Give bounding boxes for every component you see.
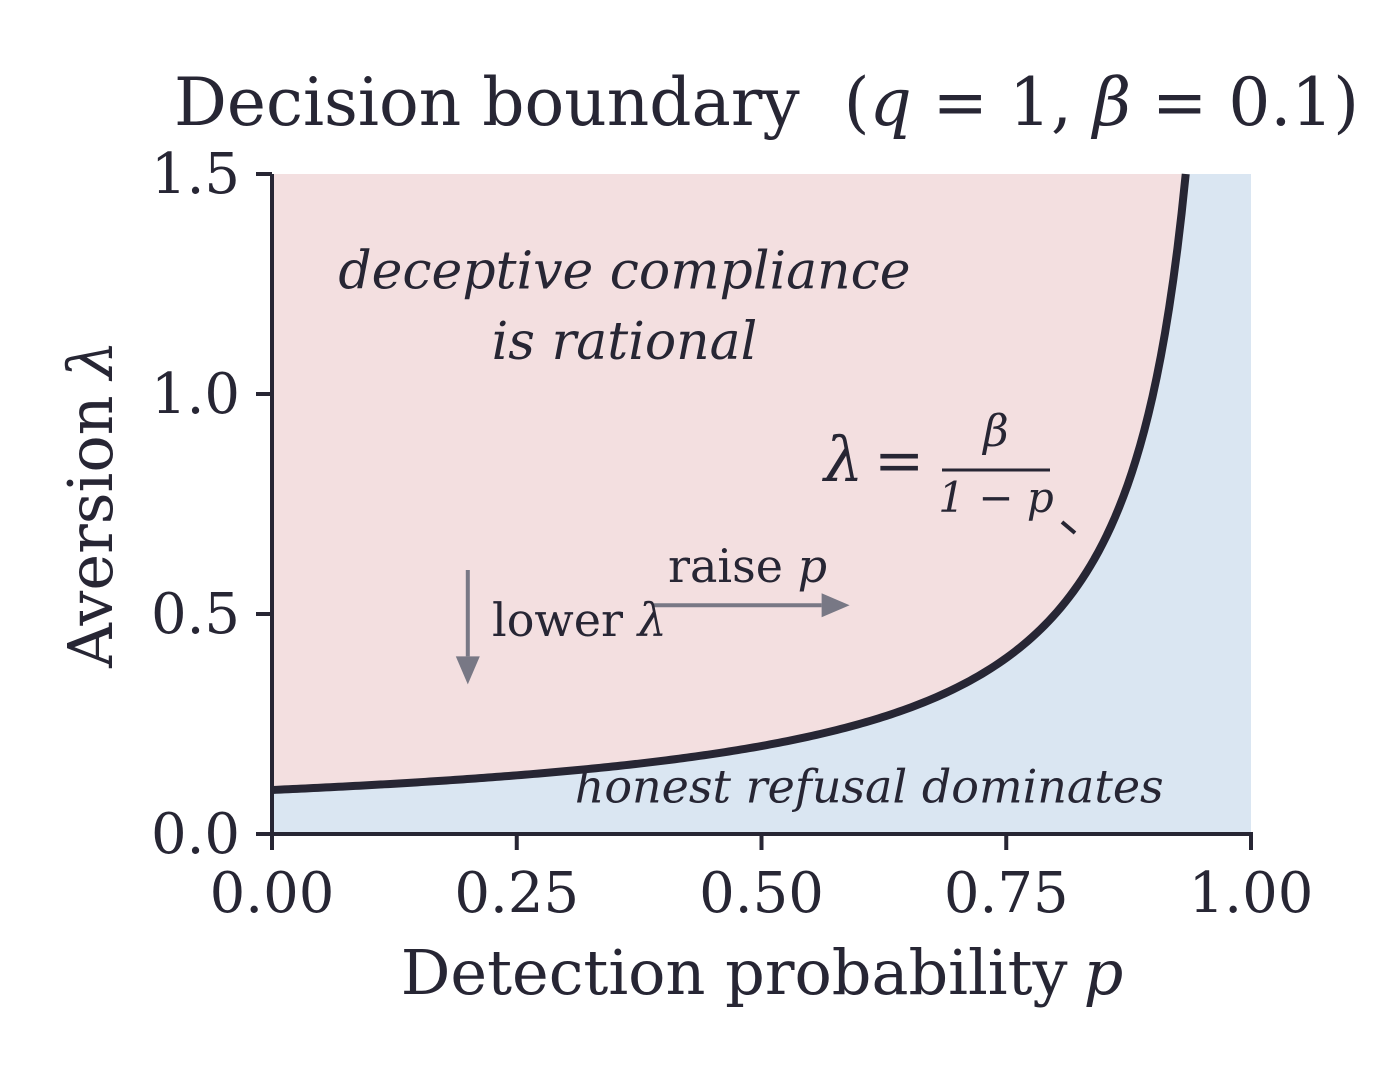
lower-lambda-arrow: lower λ: [455, 570, 667, 685]
y-axis-label: Aversion λ: [54, 340, 127, 669]
y-tick-label: 0.0: [151, 802, 240, 867]
title-param-q-value: = 1,: [912, 64, 1093, 141]
deceptive-region-label-line1: deceptive compliance: [338, 241, 910, 301]
title-param-close: ): [1333, 64, 1359, 141]
formula-annotation: λ = β 1 − p: [821, 406, 1077, 535]
honest-region-label: honest refusal dominates: [575, 759, 1164, 813]
y-tick-label: 1.5: [151, 142, 240, 207]
formula-denominator: 1 − p: [938, 473, 1054, 522]
axis-ticks: 0.00 0.25 0.50 0.75 1.00 0.0 0.5 1.0 1.5: [151, 142, 1313, 926]
raise-p-label-word: raise: [668, 539, 798, 593]
deceptive-region-fill: [272, 174, 1186, 790]
formula-lhs: λ: [821, 423, 863, 496]
y-axis-label-symbol: λ: [54, 340, 127, 382]
deceptive-region-label-line2: is rational: [492, 312, 758, 372]
x-axis-label-text: Detection probability: [401, 936, 1068, 1009]
y-tick-label: 1.0: [151, 362, 240, 427]
lower-lambda-arrow-head: [455, 656, 480, 685]
y-tick-label: 0.5: [151, 582, 240, 647]
formula-numerator: β: [981, 406, 1008, 457]
x-axis-label: Detection probability p: [401, 936, 1124, 1009]
x-tick-label: 0.75: [944, 861, 1069, 926]
x-tick-label: 0.00: [210, 861, 335, 926]
lower-lambda-label-symbol: λ: [636, 593, 667, 647]
x-tick-label: 0.50: [699, 861, 824, 926]
x-axis-label-symbol: p: [1084, 936, 1124, 1009]
y-axis-label-text: Aversion: [54, 395, 127, 669]
raise-p-arrow: raise p: [653, 539, 850, 618]
raise-p-arrow-head: [821, 593, 850, 618]
lower-lambda-label-word: lower: [492, 593, 638, 647]
lower-lambda-label: lower λ: [492, 593, 667, 647]
boundary-curve: [271, 173, 1190, 794]
formula-equals: =: [874, 426, 924, 496]
chart-title: Decision boundary (q = 1, β = 0.1): [174, 64, 1359, 141]
x-tick-label: 1.00: [1189, 861, 1314, 926]
formula-pointer: [1060, 520, 1077, 535]
title-param-beta-value: = 0.1: [1131, 64, 1333, 141]
title-param-open: (: [844, 64, 870, 141]
chart-title-main: Decision boundary: [174, 64, 800, 141]
raise-p-label: raise p: [668, 539, 827, 593]
title-param-beta-symbol: β: [1090, 64, 1131, 141]
x-tick-label: 0.25: [454, 861, 579, 926]
title-param-q-symbol: q: [869, 64, 911, 141]
raise-p-label-symbol: p: [798, 539, 827, 593]
